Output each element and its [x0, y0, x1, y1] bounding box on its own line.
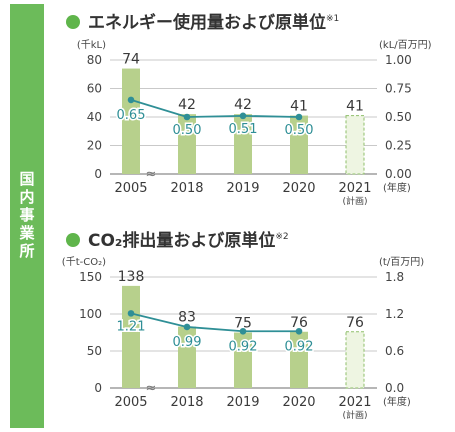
chart2-ylabel-left: (千t-CO₂)	[62, 256, 106, 268]
chart2-ytick-right-label: 1.8	[385, 270, 404, 284]
chart1-ytick-right-label: 0.75	[385, 82, 412, 96]
chart1-xtick-label: 2019	[226, 181, 259, 196]
chart1-ytick-right-label: 1.00	[385, 53, 412, 67]
chart2-line-value-label: 0.92	[229, 339, 258, 354]
chart2-ytick-right-label: 1.2	[385, 307, 404, 321]
chart2-line-value-label: 0.92	[285, 339, 314, 354]
chart1-xtick-note: (計画)	[342, 195, 367, 207]
chart1-bar-value-label: 41	[346, 99, 364, 115]
chart1-line-value-label: 0.50	[173, 123, 202, 138]
chart1-title-note: ※1	[326, 14, 340, 24]
chart1-line-point	[239, 112, 247, 120]
chart2-bar-value-label: 83	[178, 310, 196, 326]
bullet-dot-icon	[66, 15, 80, 29]
side-band: 国内事業所	[10, 4, 44, 428]
chart2-line	[130, 312, 299, 333]
chart2-ytick-right-label: 0.0	[385, 381, 404, 395]
chart2-bar-value-label: 138	[118, 269, 145, 285]
chart1-xlabel: (年度)	[383, 181, 411, 194]
chart1-ytick-left-label: 80	[87, 53, 102, 67]
chart2-bar	[290, 331, 308, 388]
chart2-xtick-label: 2021	[338, 395, 371, 410]
chart1-ytick-right-label: 0.25	[385, 139, 412, 153]
chart1-line-value-label: 0.51	[229, 122, 258, 137]
chart1-bar-value-label: 74	[122, 52, 140, 68]
chart1-bar	[178, 114, 196, 174]
chart2-xtick-label: 2005	[114, 395, 147, 410]
chart1-line	[130, 99, 300, 118]
chart2-bar-value-label: 76	[290, 315, 308, 331]
chart2-axis-break-mark: ≈	[146, 381, 157, 396]
chart2-line-value-label: 0.99	[173, 335, 202, 350]
chart2-ytick-left-label: 0	[94, 381, 102, 395]
chart2-ytick-left-label: 150	[79, 270, 102, 284]
chart1-bar-value-label: 42	[178, 97, 196, 113]
chart1-line-point	[127, 96, 135, 104]
chart1-xtick-label: 2021	[338, 181, 371, 196]
chart2-title-row: CO₂排出量および原単位※2	[66, 226, 289, 251]
chart2-bar	[234, 332, 252, 388]
chart1-bar	[290, 115, 308, 174]
chart2-ylabel-right: (t/百万円)	[379, 256, 424, 268]
chart2-line-point	[239, 327, 247, 335]
chart2-line-point	[295, 327, 303, 335]
chart2-title: CO₂排出量および原単位	[88, 231, 276, 251]
side-label: 国内事業所	[17, 171, 36, 261]
chart1-ytick-right-label: 0.00	[385, 167, 412, 181]
chart1-bar	[122, 68, 140, 174]
bullet-dot-icon	[66, 233, 80, 247]
chart1-ytick-left-label: 0	[94, 167, 102, 181]
chart1-line-value-label: 0.65	[117, 108, 146, 123]
chart2-ytick-right-label: 0.6	[385, 344, 404, 358]
chart2-ytick-left-label: 50	[87, 344, 102, 358]
chart1-xtick-label: 2020	[282, 181, 315, 196]
chart1-line-point	[295, 113, 303, 121]
chart2-bar	[178, 326, 196, 388]
chart1-ytick-right-label: 0.50	[385, 110, 412, 124]
chart2-line-point	[183, 323, 191, 331]
chart2-xtick-note: (計画)	[342, 409, 367, 421]
chart1-xtick-label: 2005	[114, 181, 147, 196]
chart2-title-note: ※2	[275, 232, 289, 242]
chart1-axis-break-mark: ≈	[146, 167, 157, 182]
chart1-line-value-label: 0.50	[285, 123, 314, 138]
chart2-bar	[122, 285, 140, 388]
chart2-bar-value-label: 75	[234, 316, 252, 332]
chart1-title: エネルギー使用量および原単位	[88, 13, 326, 33]
chart1-title-row: エネルギー使用量および原単位※1	[66, 8, 339, 33]
chart2-line-point	[127, 310, 135, 317]
chart2-xtick-label: 2018	[170, 395, 203, 410]
chart2-bar-planned	[345, 331, 365, 389]
chart1-bar-value-label: 41	[290, 99, 308, 115]
chart1-ylabel-right: (kL/百万円)	[379, 39, 432, 51]
chart1-line-point	[183, 113, 191, 121]
chart2-line-value-label: 1.21	[117, 319, 146, 334]
chart1-ylabel-left: (千kL)	[77, 39, 106, 51]
chart2-xtick-label: 2020	[282, 395, 315, 410]
chart1-ytick-left-label: 20	[87, 139, 102, 153]
chart2-bar-value-label: 76	[346, 315, 364, 331]
chart1-bar	[234, 114, 252, 174]
chart1-bar-planned	[345, 115, 365, 175]
chart2-ytick-left-label: 100	[79, 307, 102, 321]
chart2-xlabel: (年度)	[383, 395, 411, 408]
chart1-ytick-left-label: 40	[87, 110, 102, 124]
chart1-bar-value-label: 42	[234, 97, 252, 113]
chart1-ytick-left-label: 60	[87, 82, 102, 96]
chart1-xtick-label: 2018	[170, 181, 203, 196]
chart2-xtick-label: 2019	[226, 395, 259, 410]
